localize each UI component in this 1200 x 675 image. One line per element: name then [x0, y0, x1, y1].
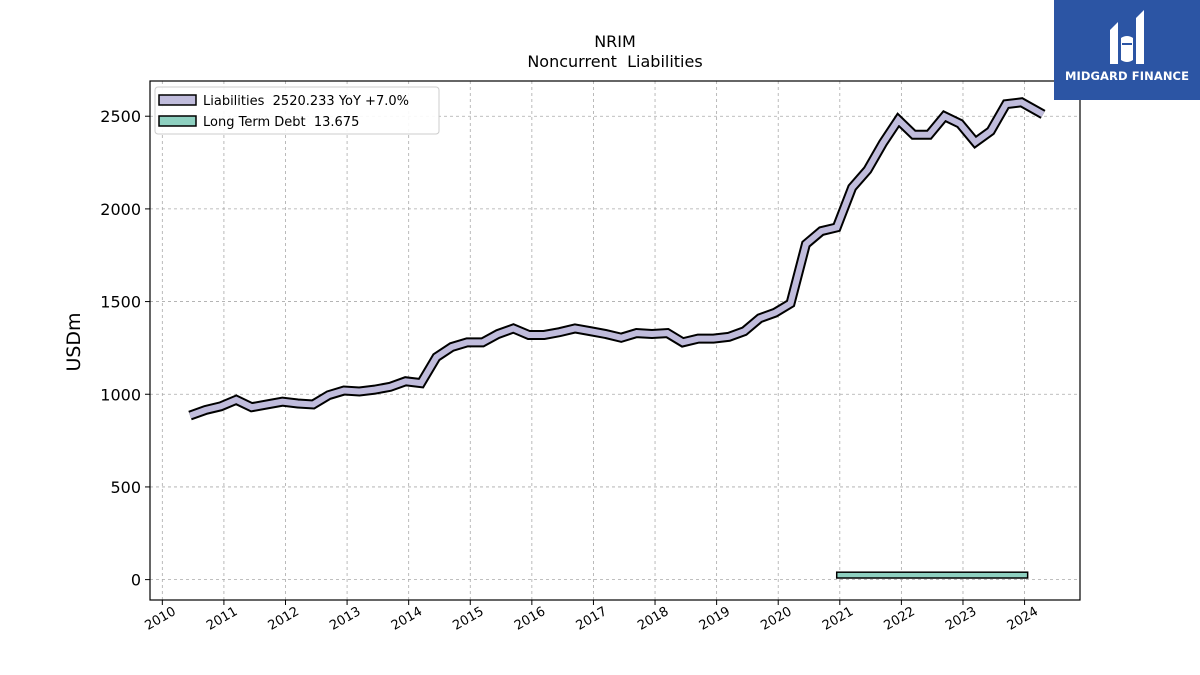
y-axis-label: USDm: [63, 312, 85, 371]
x-tick-label: 2021: [820, 604, 856, 634]
y-tick-label: 500: [110, 478, 141, 497]
x-tick-label: 2023: [943, 604, 979, 634]
chart-subtitle: Noncurrent Liabilities: [527, 52, 702, 71]
x-tick-label: 2012: [266, 604, 302, 634]
legend-swatch-liabilities: [158, 94, 197, 106]
legend-label-long-term-debt: Long Term Debt 13.675: [203, 115, 359, 130]
brand-logo: MIDGARD FINANCE: [1054, 0, 1200, 100]
y-ticks: 0 500 1000 1500 2000 2500: [100, 107, 150, 590]
x-tick-label: 2020: [758, 604, 794, 634]
x-tick-label: 2019: [697, 604, 733, 634]
x-tick-label: 2013: [327, 604, 363, 634]
x-tick-label: 2024: [1005, 604, 1041, 634]
y-tick-label: 2000: [100, 200, 141, 219]
legend-swatch-long-term-debt: [158, 115, 197, 127]
y-tick-label: 0: [131, 571, 141, 590]
x-tick-label: 2014: [389, 604, 425, 634]
x-tick-label: 2010: [142, 604, 178, 634]
plot-frame: [149, 80, 1081, 601]
y-tick-label: 1500: [100, 293, 141, 312]
x-tick-label: 2022: [882, 604, 918, 634]
chart-title: NRIM: [594, 32, 636, 51]
long-term-debt-bar: [835, 571, 1029, 579]
liabilities-line: [189, 99, 1045, 419]
midgard-logo-icon: [1110, 10, 1144, 64]
x-tick-label: 2015: [450, 604, 486, 634]
x-ticks: 2010 2011 2012 2013 2014 2015 2016 2017 2018 2019…: [142, 600, 1041, 634]
x-tick-label: 2016: [512, 604, 548, 634]
x-tick-label: 2018: [635, 604, 671, 634]
legend: Liabilities 2520.233 YoY +7.0% Long Term…: [154, 86, 440, 135]
legend-box: [154, 86, 440, 135]
liabilities-line-outline: [188, 97, 1046, 421]
x-tick-label: 2011: [204, 604, 240, 634]
brand-name: MIDGARD FINANCE: [1064, 69, 1190, 83]
legend-label-liabilities: Liabilities 2520.233 YoY +7.0%: [203, 94, 409, 109]
series-layer: [188, 97, 1046, 579]
y-tick-label: 2500: [100, 107, 141, 126]
x-tick-label: 2017: [574, 604, 610, 634]
y-tick-label: 1000: [100, 385, 141, 404]
